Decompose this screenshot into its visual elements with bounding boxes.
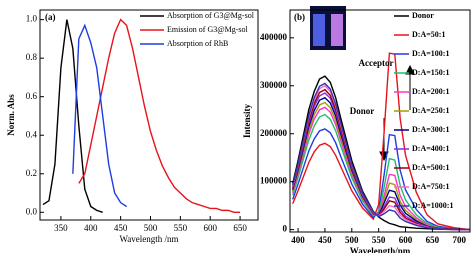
x-tick-label: 450 (318, 235, 332, 245)
x-axis-title: Wavelength /nm (119, 234, 178, 244)
inset-photo (310, 6, 346, 50)
legend-label: D:A=100:1 (412, 49, 449, 58)
series-group (292, 52, 470, 231)
series-line (78, 18, 241, 213)
x-tick-label: 500 (345, 235, 359, 245)
chart: 350 400 450 500 550 600 650 0.0 0.2 0.4 0.6 0.8 1.0 W… (6, 9, 259, 244)
series-line (292, 82, 470, 231)
x-tick-label: 400 (291, 235, 305, 245)
acceptor-arrow-head (405, 64, 415, 75)
x-tick-label: 450 (114, 223, 128, 233)
photo-vial-donor (313, 14, 325, 46)
y-axis-title: Norm. Abs (6, 94, 16, 136)
x-tick-label: 700 (453, 235, 467, 245)
x-tick-label: 400 (84, 223, 98, 233)
legend-label: D:A=1000:1 (412, 201, 453, 210)
y-tick-label: 0.8 (26, 52, 38, 62)
y-tick-label: 300000 (260, 80, 288, 90)
y-tick-label: 0.0 (26, 206, 38, 216)
legend-label: Emission of G3@Mg-sol (167, 25, 248, 34)
legend-label: D:A=150:1 (412, 68, 449, 77)
x-tick-label: 550 (372, 235, 386, 245)
y-tick-label: 400000 (260, 32, 288, 42)
legend-label: Absorption of RhB (167, 39, 228, 48)
legend-label: D:A=250:1 (412, 106, 449, 115)
x-tick-label: 650 (233, 223, 247, 233)
series-line (42, 19, 103, 213)
legend-label: D:A=200:1 (412, 87, 449, 96)
y-tick-label: 100000 (260, 176, 288, 186)
y-axis-title: Intensity (242, 104, 252, 139)
y-tick-label: 0.4 (26, 129, 38, 139)
y-tick-label: 200000 (260, 128, 288, 138)
x-tick-label: 550 (174, 223, 188, 233)
legend-label: D:A=300:1 (412, 125, 449, 134)
plot-frame (39, 9, 259, 221)
x-tick-label: 650 (426, 235, 440, 245)
x-tick-label: 350 (54, 223, 68, 233)
series-line (292, 52, 470, 231)
legend-label: D:A=750:1 (412, 182, 449, 191)
y-tick-label: 0.2 (26, 168, 37, 178)
x-tick-label: 600 (399, 235, 413, 245)
legend-label: D:A=400:1 (412, 144, 449, 153)
legend-label: D:A=50:1 (412, 30, 445, 39)
annotation: Acceptor (359, 58, 394, 68)
x-tick-label: 600 (203, 223, 217, 233)
legend-label: Absorption of G3@Mg-sol (167, 11, 255, 20)
series-line (292, 113, 470, 231)
y-tick-label: 0 (283, 224, 288, 234)
legend-label: D:A=500:1 (412, 163, 449, 172)
photo-vial-mix (331, 14, 343, 46)
chart: 400 450 500 550 600 650 700 0 100000 200000 300000… (242, 9, 471, 253)
series-line (292, 128, 470, 231)
annotation: (a) (45, 12, 56, 22)
legend-label: Donor (412, 11, 434, 20)
plot-frame (289, 9, 471, 233)
x-axis-title: Wavelength/nm (350, 246, 411, 253)
y-tick-label: 0.6 (26, 91, 38, 101)
annotation: (b) (294, 12, 305, 22)
series-group (42, 18, 241, 213)
annotation: Donor (350, 106, 375, 116)
series-line (72, 23, 127, 208)
x-tick-label: 500 (144, 223, 158, 233)
y-tick-label: 1.0 (26, 14, 38, 24)
